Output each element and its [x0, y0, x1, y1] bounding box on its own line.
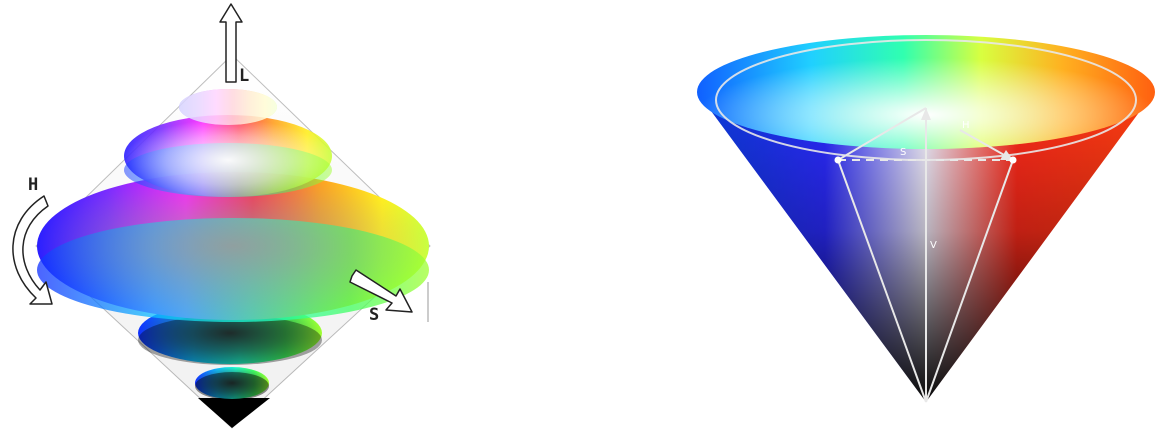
- left-edge-line: [837, 159, 927, 403]
- hsv-hue-label: H: [962, 120, 970, 131]
- hue-arrow-head: [1000, 150, 1013, 160]
- hsv-guide-lines: [837, 107, 1014, 403]
- hsl-disk-2: [124, 115, 332, 197]
- hsv-point-right: [1009, 156, 1017, 164]
- lightness-axis-arrow: L: [219, 3, 249, 86]
- hsv-top-disk: [697, 35, 1155, 161]
- hsv-point-left: [834, 156, 842, 164]
- value-arrow-head: [921, 108, 931, 120]
- hue-rotation-arrow: H: [12, 175, 53, 305]
- hsl-disk-1: [179, 89, 277, 125]
- hsl-black-apex: [198, 398, 270, 428]
- hsv-value-label: V: [930, 240, 937, 251]
- hsl-double-cone: L H S: [12, 3, 431, 429]
- hsv-cone: V H S: [697, 35, 1155, 403]
- right-edge-line: [925, 159, 1014, 403]
- hue-axis-label: H: [28, 175, 38, 195]
- saturation-axis-arrow: S: [349, 269, 413, 325]
- saturation-axis-label: S: [369, 305, 379, 325]
- hsv-saturation-label: S: [900, 147, 906, 158]
- hsl-disk-3: [37, 172, 429, 322]
- radius-line: [837, 107, 927, 161]
- hsl-disk-5: [195, 367, 269, 400]
- lightness-axis-label: L: [239, 66, 249, 86]
